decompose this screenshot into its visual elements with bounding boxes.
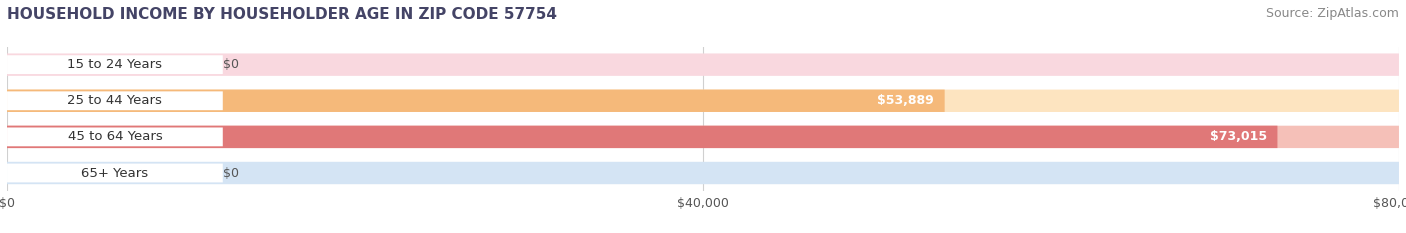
FancyBboxPatch shape xyxy=(7,164,222,182)
Text: 65+ Years: 65+ Years xyxy=(82,167,149,179)
Text: $53,889: $53,889 xyxy=(877,94,934,107)
Text: $0: $0 xyxy=(222,58,239,71)
Text: Source: ZipAtlas.com: Source: ZipAtlas.com xyxy=(1265,7,1399,20)
FancyBboxPatch shape xyxy=(7,89,945,112)
FancyBboxPatch shape xyxy=(7,89,1399,112)
FancyBboxPatch shape xyxy=(7,162,1399,184)
Text: $73,015: $73,015 xyxy=(1211,130,1267,143)
Text: 15 to 24 Years: 15 to 24 Years xyxy=(67,58,163,71)
FancyBboxPatch shape xyxy=(7,127,222,146)
Text: 25 to 44 Years: 25 to 44 Years xyxy=(67,94,162,107)
Text: $0: $0 xyxy=(222,167,239,179)
FancyBboxPatch shape xyxy=(7,55,222,74)
FancyBboxPatch shape xyxy=(7,126,1399,148)
Text: HOUSEHOLD INCOME BY HOUSEHOLDER AGE IN ZIP CODE 57754: HOUSEHOLD INCOME BY HOUSEHOLDER AGE IN Z… xyxy=(7,7,557,22)
FancyBboxPatch shape xyxy=(7,126,1278,148)
FancyBboxPatch shape xyxy=(7,53,1399,76)
FancyBboxPatch shape xyxy=(7,91,222,110)
Text: 45 to 64 Years: 45 to 64 Years xyxy=(67,130,162,143)
